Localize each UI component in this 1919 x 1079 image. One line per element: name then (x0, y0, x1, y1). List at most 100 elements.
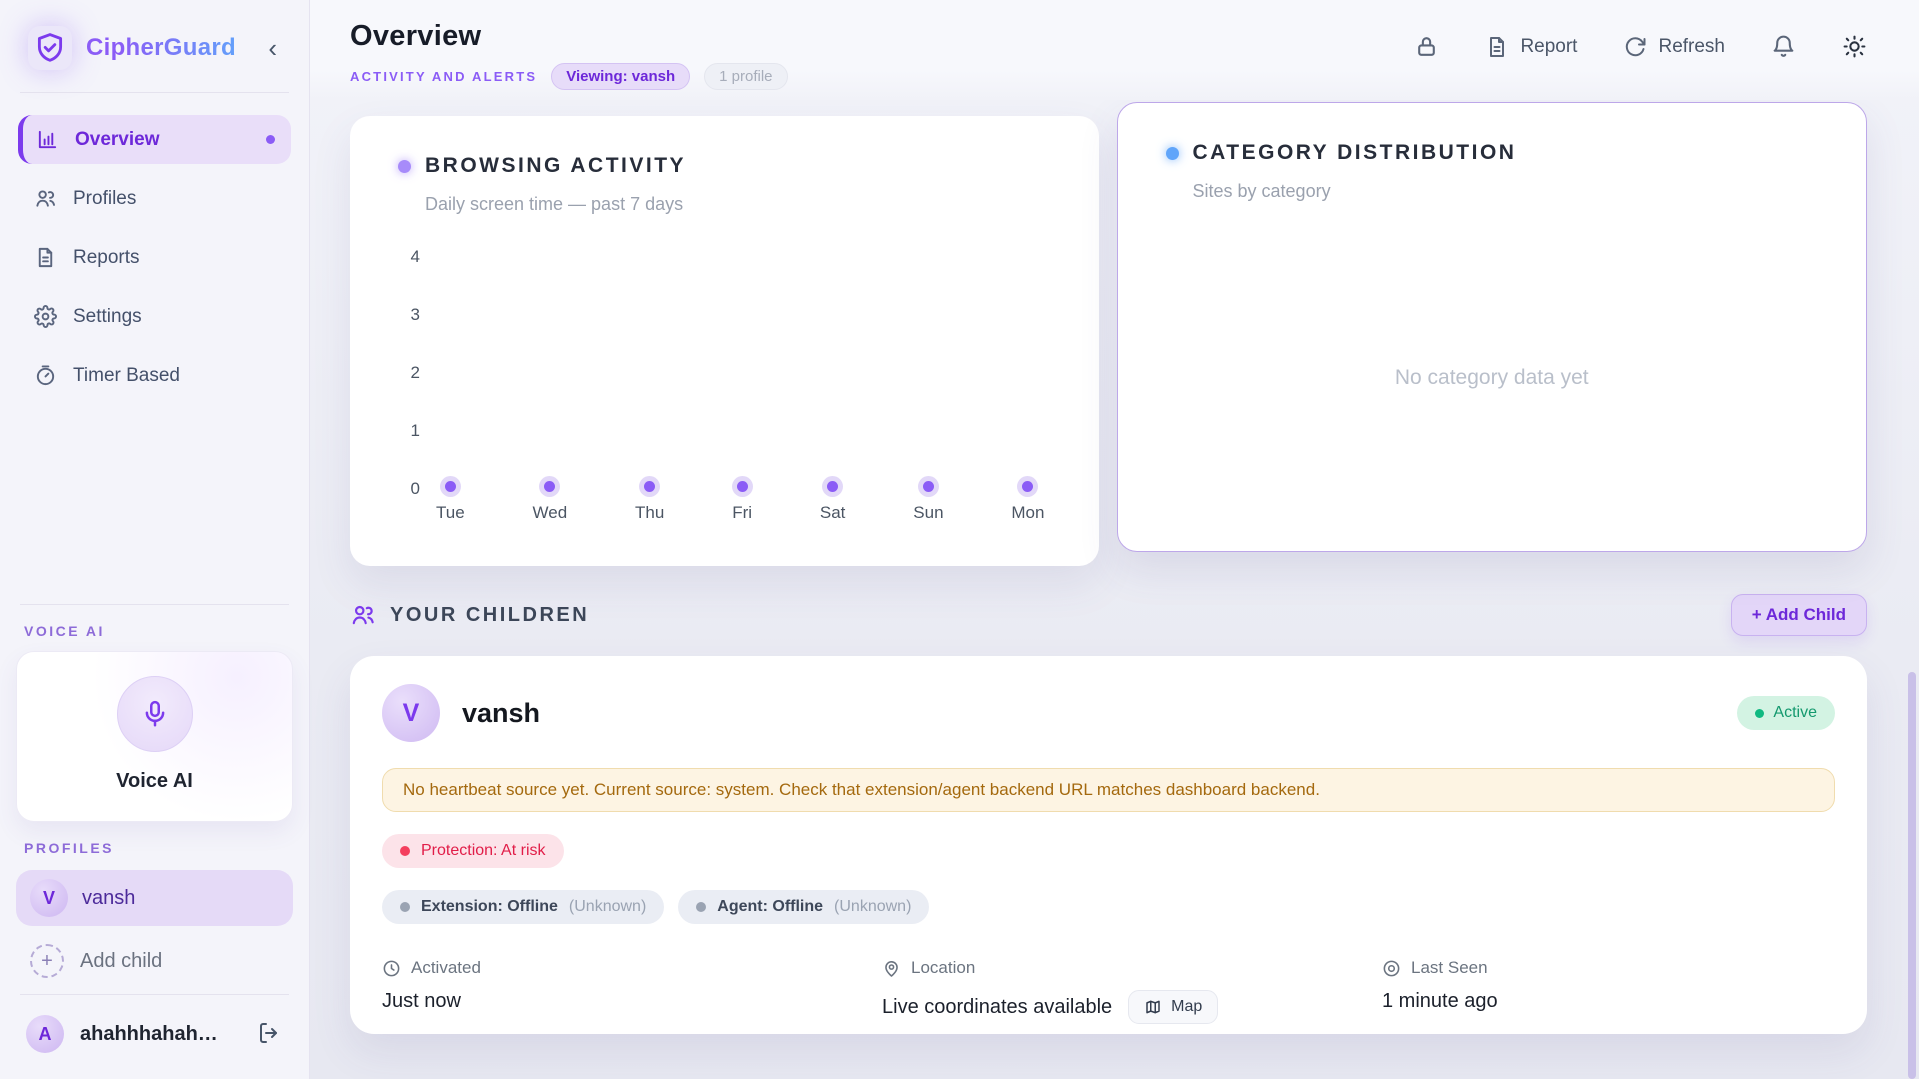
extension-status-detail: (Unknown) (568, 898, 647, 915)
browsing-activity-card: BROWSING ACTIVITY Daily screen time — pa… (350, 116, 1099, 566)
user-avatar: A (26, 1015, 64, 1053)
data-point-dot (644, 481, 656, 492)
sidebar: CipherGuard ‹ Overview Profiles Reports … (0, 0, 310, 1079)
theme-toggle-button[interactable] (1842, 34, 1867, 59)
x-tick: Thu (635, 503, 665, 522)
sidebar-profile-vansh[interactable]: V vansh (16, 870, 293, 926)
profile-name: vansh (82, 886, 136, 909)
extension-status-label: Extension: Offline (421, 898, 558, 915)
x-tick: Wed (532, 503, 568, 522)
protection-badge: Protection: At risk (382, 834, 564, 868)
data-point-column: Wed (532, 247, 568, 523)
sidebar-item-label: Timer Based (73, 364, 180, 386)
status-badge-active: Active (1737, 696, 1835, 730)
users-icon (352, 605, 374, 625)
y-tick: 4 (410, 247, 420, 266)
location-value-row: Live coordinates available Map (882, 990, 1382, 1024)
notifications-button[interactable] (1771, 34, 1796, 59)
logout-button[interactable] (255, 1019, 283, 1050)
page-title: Overview (350, 20, 482, 52)
x-tick: Sat (819, 503, 846, 522)
map-button[interactable]: Map (1128, 990, 1219, 1024)
location-info: Location Live coordinates available Map (882, 958, 1382, 1024)
topbar-left: Overview ACTIVITY AND ALERTS Viewing: va… (350, 20, 788, 90)
user-account-row: A ahahhhahah… (14, 995, 295, 1079)
microphone-icon (116, 676, 193, 752)
data-point-dot (922, 481, 934, 492)
red-dot-icon (400, 846, 410, 856)
purple-dot-icon (398, 159, 411, 173)
child-card-header: V vansh Active (382, 684, 1835, 742)
category-distribution-title: CATEGORY DISTRIBUTION (1192, 141, 1517, 164)
sidebar-item-timer-based[interactable]: Timer Based (18, 351, 291, 400)
logout-icon (260, 1022, 277, 1043)
child-card-vansh: V vansh Active No heartbeat source yet. … (350, 656, 1867, 1034)
browsing-activity-subtitle: Daily screen time — past 7 days (425, 194, 684, 214)
activated-value: Just now (382, 990, 461, 1012)
sidebar-item-profiles[interactable]: Profiles (18, 174, 291, 223)
browsing-activity-title: BROWSING ACTIVITY (425, 154, 687, 177)
sidebar-item-label: Profiles (73, 187, 137, 209)
profile-count-badge: 1 profile (704, 63, 788, 90)
agent-status-detail: (Unknown) (834, 898, 912, 915)
bell-icon (1773, 35, 1794, 57)
data-point-dot (1022, 481, 1034, 492)
bar-chart-icon (38, 130, 57, 149)
activated-label: Activated (411, 958, 481, 977)
cards-row: BROWSING ACTIVITY Daily screen time — pa… (350, 102, 1867, 566)
children-section-title: YOUR CHILDREN (390, 603, 590, 626)
connection-status-row: Extension: Offline (Unknown) Agent: Offl… (382, 890, 1835, 924)
report-button[interactable]: Report (1485, 35, 1577, 59)
y-tick: 1 (410, 421, 420, 440)
map-button-label: Map (1171, 998, 1203, 1015)
sidebar-item-label: Overview (75, 128, 160, 150)
card-header: BROWSING ACTIVITY (398, 154, 1051, 178)
lock-button[interactable] (1414, 34, 1439, 59)
gear-icon (34, 305, 57, 328)
data-point-column: Fri (732, 247, 752, 523)
topbar: Overview ACTIVITY AND ALERTS Viewing: va… (310, 0, 1919, 100)
category-distribution-card: CATEGORY DISTRIBUTION Sites by category … (1116, 102, 1867, 552)
last-seen-value: 1 minute ago (1382, 990, 1498, 1012)
add-child-button[interactable]: + Add Child (1730, 594, 1867, 636)
category-distribution-subtitle: Sites by category (1192, 181, 1331, 201)
divider (20, 604, 289, 605)
voice-ai-section-label: VOICE AI (24, 623, 105, 639)
section-eyebrow: ACTIVITY AND ALERTS (350, 69, 538, 84)
blue-dot-icon (1165, 146, 1179, 160)
clock-icon (383, 960, 400, 976)
last-seen-info: Last Seen 1 minute ago (1382, 958, 1835, 1024)
y-tick: 3 (410, 305, 420, 324)
y-tick: 2 (410, 363, 420, 382)
data-point-column: Mon (1011, 247, 1044, 523)
refresh-button[interactable]: Refresh (1623, 35, 1725, 59)
profiles-section-label: PROFILES (24, 840, 115, 856)
heartbeat-warning-banner: No heartbeat source yet. Current source:… (382, 768, 1835, 812)
profile-avatar: V (30, 879, 68, 917)
scrollbar-thumb[interactable] (1908, 672, 1916, 1079)
status-badge-label: Active (1773, 704, 1817, 721)
lock-icon (1418, 37, 1436, 56)
main-area: Overview ACTIVITY AND ALERTS Viewing: va… (310, 0, 1919, 1079)
data-point-column: Thu (635, 247, 664, 523)
voice-ai-card[interactable]: Voice AI (16, 651, 293, 822)
x-tick: Sun (913, 503, 944, 522)
location-value: Live coordinates available (882, 995, 1113, 1018)
sidebar-collapse-button[interactable]: ‹ (260, 35, 285, 61)
child-avatar: V (382, 684, 440, 742)
voice-ai-card-label: Voice AI (116, 770, 193, 792)
content: BROWSING ACTIVITY Daily screen time — pa… (310, 100, 1919, 1079)
shield-check-icon (28, 26, 72, 70)
sun-icon (1843, 35, 1866, 58)
data-point-dot (736, 481, 748, 492)
sidebar-add-child[interactable]: + Add child (14, 936, 295, 994)
sidebar-item-reports[interactable]: Reports (18, 233, 291, 282)
report-file-icon (38, 247, 53, 268)
green-dot-icon (1755, 708, 1765, 718)
sidebar-item-overview[interactable]: Overview (18, 115, 291, 164)
agent-status-label: Agent: Offline (717, 898, 824, 915)
extension-status-badge: Extension: Offline (Unknown) (382, 890, 665, 924)
data-point-column: Sat (819, 247, 846, 523)
sidebar-item-settings[interactable]: Settings (18, 292, 291, 341)
report-file-icon (1490, 36, 1505, 57)
